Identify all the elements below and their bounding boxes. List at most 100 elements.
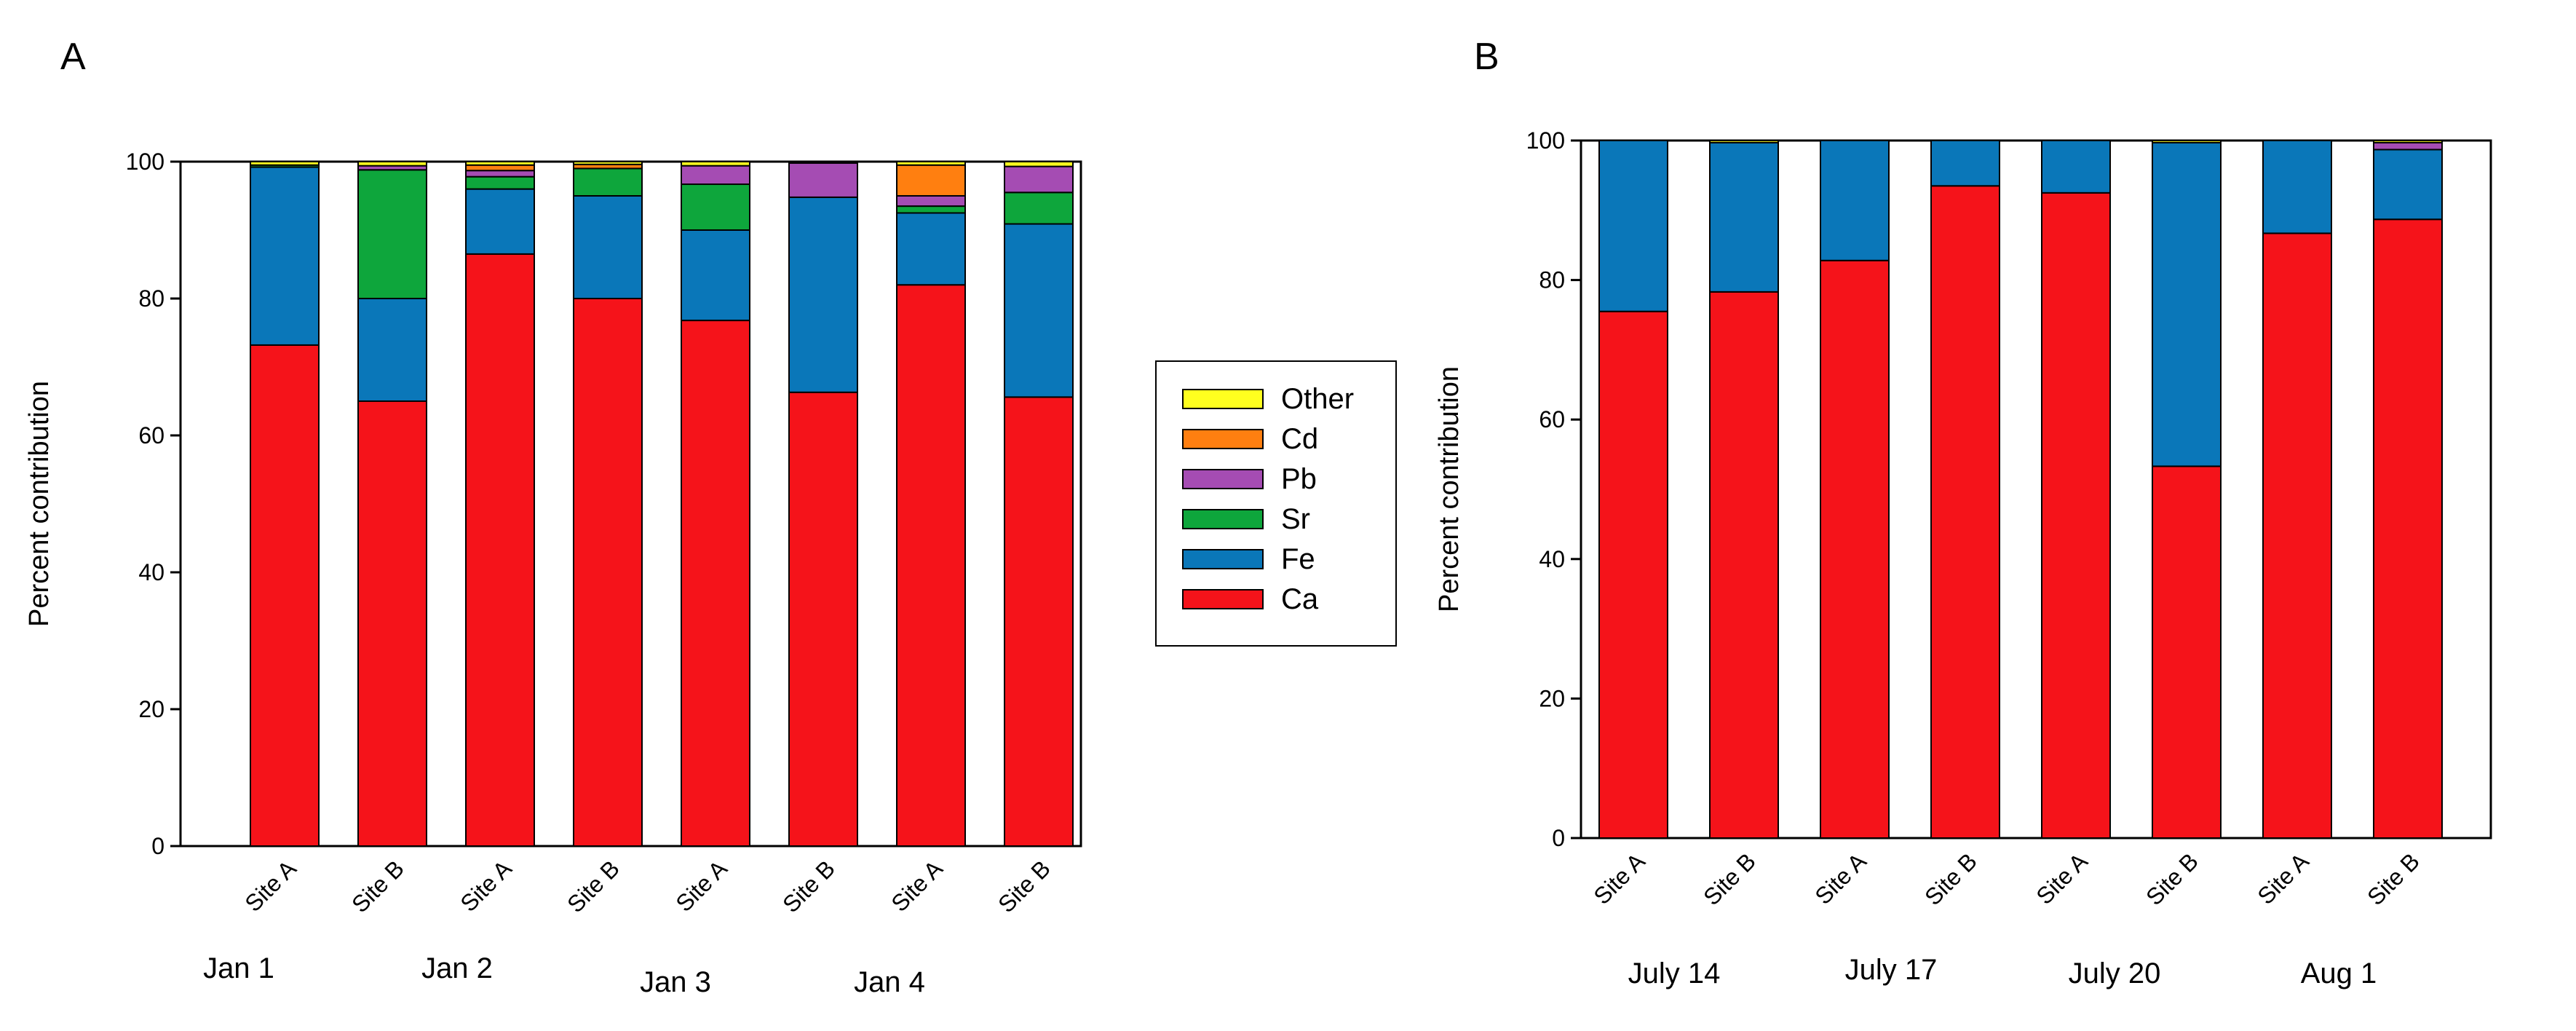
y-tick-label: 100 <box>126 149 165 175</box>
bar-segment-fe <box>2041 140 2111 194</box>
bar-segment-other <box>1709 140 1779 143</box>
bar-segment-fe <box>2262 140 2332 234</box>
panel-a-bars <box>250 161 1074 848</box>
legend: Other Cd Pb Sr Fe Ca <box>1155 360 1397 647</box>
date-label: Jan 2 <box>421 952 493 984</box>
bar-segment-cd <box>465 164 535 172</box>
legend-label-cd: Cd <box>1281 423 1318 455</box>
panel-a-ylabel: Percent contribution <box>24 381 55 627</box>
bar-segment-sr <box>465 175 535 190</box>
bar-segment-other <box>1004 161 1074 167</box>
y-tick-label: 20 <box>1539 685 1565 711</box>
legend-swatch-other <box>1182 389 1264 409</box>
legend-label-sr: Sr <box>1281 503 1310 535</box>
legend-label-other: Other <box>1281 383 1354 415</box>
bar-segment-cd <box>896 164 966 197</box>
y-tick-label: 100 <box>1526 127 1565 154</box>
bar-segment-fe <box>1598 140 1668 312</box>
bar-segment-fe <box>788 196 858 393</box>
bar-segment-sr <box>681 183 750 232</box>
bar-segment-ca <box>896 284 966 847</box>
bar-segment-ca <box>2373 218 2443 839</box>
bar-segment-pb <box>2373 141 2443 151</box>
bar-segment-pb <box>465 170 535 178</box>
bar-segment-sr <box>1004 191 1074 225</box>
y-tick-label: 80 <box>138 285 165 312</box>
bar-segment-fe <box>465 188 535 255</box>
bar-segment-fe <box>357 298 427 402</box>
bar-segment-fe <box>1709 141 1779 293</box>
panel-b-plot-area <box>1580 139 2492 840</box>
bar-segment-pb <box>681 165 750 186</box>
bar-segment-pb <box>788 162 858 198</box>
y-tick-label: 80 <box>1539 267 1565 293</box>
bar-segment-ca <box>465 253 535 847</box>
bar-segment-fe <box>896 212 966 286</box>
bar-segment-ca <box>2041 191 2111 840</box>
bar-segment-ca <box>250 344 320 848</box>
bar-segment-ca <box>788 391 858 847</box>
legend-swatch-pb <box>1182 469 1264 489</box>
bar-segment-fe <box>573 195 643 299</box>
bar-segment-pb <box>896 195 966 208</box>
date-label: Jan 3 <box>640 966 711 998</box>
legend-swatch-sr <box>1182 509 1264 529</box>
y-tick-label: 20 <box>138 696 165 722</box>
date-label: Jan 4 <box>854 966 925 998</box>
panel-b-bars <box>1598 140 2443 840</box>
bar-segment-fe <box>1930 140 2000 187</box>
y-tick-label: 60 <box>138 422 165 449</box>
bar-segment-other <box>788 161 858 164</box>
bar-segment-fe <box>2373 149 2443 221</box>
bar-segment-fe <box>681 229 750 322</box>
panel-a-letter: A <box>60 36 86 78</box>
legend-label-pb: Pb <box>1281 463 1317 495</box>
panel-a-y-axis: 0 20 40 60 80 100 <box>126 149 181 859</box>
bar-segment-other <box>465 161 535 166</box>
date-label: July 20 <box>2069 957 2161 989</box>
bar-segment-fe <box>1820 140 1890 261</box>
legend-swatch-cd <box>1182 429 1264 449</box>
y-tick-label: 60 <box>1539 406 1565 432</box>
bar-segment-pb <box>1004 165 1074 194</box>
bar-segment-other <box>357 161 427 167</box>
bar-segment-other <box>573 161 643 165</box>
panel-b-y-axis: 0 20 40 60 80 100 <box>1526 127 1581 851</box>
panel-b-date-groups: July 14 July 17 July 20 Aug 1 <box>1628 954 2377 989</box>
date-label: July 14 <box>1628 957 1721 989</box>
date-label: July 17 <box>1845 954 1938 986</box>
panel-b-ylabel: Percent contribution <box>1434 366 1465 612</box>
bar-segment-fe <box>250 166 320 346</box>
bar-segment-fe <box>1004 223 1074 398</box>
panel-a-date-groups: Jan 1 Jan 2 Jan 3 Jan 4 <box>203 952 925 998</box>
bar-segment-ca <box>1598 310 1668 839</box>
bar-segment-other <box>2152 140 2222 143</box>
bar-segment-ca <box>573 298 643 847</box>
bar-segment-other <box>681 161 750 167</box>
panel-b-letter: B <box>1474 36 1499 78</box>
bar-segment-other <box>250 161 320 166</box>
bar-segment-ca <box>681 320 750 847</box>
legend-swatch-fe <box>1182 549 1264 569</box>
bar-segment-other <box>896 161 966 166</box>
bar-segment-sr <box>357 169 427 299</box>
date-label: Aug 1 <box>2301 957 2377 989</box>
legend-label-fe: Fe <box>1281 543 1315 575</box>
bar-segment-ca <box>1820 259 1890 839</box>
y-tick-label: 40 <box>1539 546 1565 572</box>
legend-swatch-ca <box>1182 589 1264 609</box>
bar-segment-sr <box>573 167 643 197</box>
bar-segment-ca <box>2262 232 2332 839</box>
date-label: Jan 1 <box>203 952 274 984</box>
bar-segment-ca <box>2152 465 2222 839</box>
bar-segment-ca <box>1930 185 2000 839</box>
y-tick-label: 0 <box>1552 825 1565 851</box>
bar-segment-other <box>2373 140 2443 143</box>
bar-segment-fe <box>2152 141 2222 467</box>
y-tick-label: 40 <box>138 559 165 585</box>
bar-segment-ca <box>357 400 427 847</box>
bar-segment-sr <box>896 205 966 214</box>
legend-label-ca: Ca <box>1281 583 1319 615</box>
